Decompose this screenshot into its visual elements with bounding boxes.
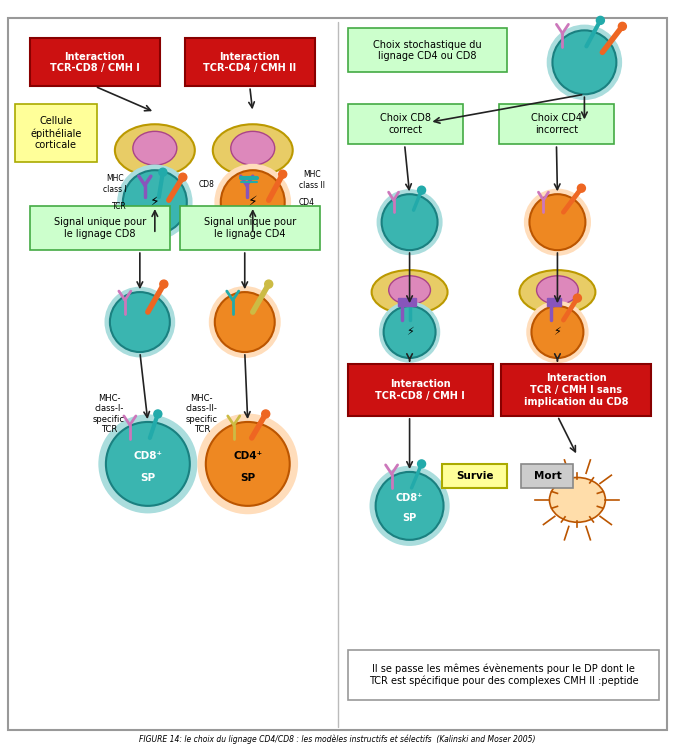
Text: ⚡: ⚡: [150, 196, 160, 209]
Bar: [397, 298, 416, 306]
Text: Mort: Mort: [533, 471, 561, 481]
Circle shape: [179, 173, 187, 181]
Circle shape: [577, 184, 585, 193]
Text: MHC
class II: MHC class II: [299, 171, 324, 190]
Bar: [30, 206, 170, 250]
Bar: [521, 464, 573, 488]
Circle shape: [524, 189, 591, 256]
Text: FIGURE 14: le choix du lignage CD4/CD8 : les modèles instructifs et sélectifs  (: FIGURE 14: le choix du lignage CD4/CD8 :…: [139, 735, 536, 744]
Circle shape: [159, 168, 167, 176]
Text: Il se passe les mêmes évènements pour le DP dont le
TCR est spécifique pour des : Il se passe les mêmes évènements pour le…: [368, 663, 638, 686]
Bar: [180, 206, 320, 250]
Circle shape: [279, 170, 287, 178]
Circle shape: [154, 410, 162, 418]
Circle shape: [529, 194, 585, 250]
Circle shape: [596, 17, 604, 24]
Text: Interaction
TCR / CMH I sans
implication du CD8: Interaction TCR / CMH I sans implication…: [524, 374, 629, 407]
Circle shape: [206, 422, 290, 506]
Circle shape: [215, 292, 274, 352]
Ellipse shape: [133, 132, 177, 165]
Circle shape: [382, 194, 437, 250]
Circle shape: [262, 410, 270, 418]
Text: Interaction
TCR-CD8 / CMH I: Interaction TCR-CD8 / CMH I: [375, 379, 465, 401]
Circle shape: [197, 414, 298, 514]
Circle shape: [531, 306, 583, 358]
Circle shape: [552, 30, 617, 94]
Circle shape: [370, 465, 450, 546]
Text: SP: SP: [402, 513, 416, 523]
Text: TCR: TCR: [112, 202, 127, 211]
Circle shape: [418, 186, 426, 194]
Bar: [500, 105, 614, 144]
Circle shape: [98, 414, 197, 514]
Text: CD4: CD4: [299, 198, 315, 207]
Text: Choix CD4
incorrect: Choix CD4 incorrect: [531, 114, 583, 135]
Circle shape: [379, 302, 440, 362]
Text: CD8⁺: CD8⁺: [396, 493, 423, 503]
Circle shape: [573, 294, 581, 302]
Ellipse shape: [537, 276, 578, 305]
Text: MHC-
class-I-
specific
TCR: MHC- class-I- specific TCR: [93, 394, 125, 434]
Text: ⚡: ⚡: [554, 327, 561, 337]
Bar: [548, 298, 562, 306]
Ellipse shape: [231, 132, 274, 165]
Circle shape: [527, 301, 589, 363]
Circle shape: [265, 280, 272, 288]
Circle shape: [377, 190, 443, 255]
Text: SP: SP: [141, 473, 155, 483]
Circle shape: [123, 170, 187, 234]
Text: Choix stochastique du
lignage CD4 ou CD8: Choix stochastique du lignage CD4 ou CD8: [373, 40, 482, 61]
Ellipse shape: [389, 276, 431, 305]
Text: ⚡: ⚡: [406, 327, 414, 337]
Circle shape: [106, 422, 190, 506]
Bar: [441, 464, 508, 488]
Text: Cellule
épithéliale
corticale: Cellule épithéliale corticale: [30, 117, 82, 150]
Text: Signal unique pour
le lignage CD8: Signal unique pour le lignage CD8: [54, 217, 146, 239]
Bar: [347, 650, 659, 699]
Bar: [347, 364, 493, 416]
Ellipse shape: [519, 270, 596, 314]
Bar: [502, 364, 652, 416]
Bar: [347, 29, 508, 72]
Bar: [347, 105, 462, 144]
Bar: [185, 38, 315, 86]
Text: SP: SP: [240, 473, 256, 483]
Circle shape: [105, 287, 175, 357]
Circle shape: [418, 460, 426, 468]
Text: Survie: Survie: [456, 471, 493, 481]
Circle shape: [376, 472, 443, 540]
Ellipse shape: [372, 270, 448, 314]
Ellipse shape: [550, 478, 606, 522]
Circle shape: [547, 25, 622, 100]
Bar: [30, 38, 160, 86]
Text: CD4⁺: CD4⁺: [233, 451, 262, 461]
Text: MHC
class I: MHC class I: [103, 174, 127, 194]
Circle shape: [383, 306, 435, 358]
Circle shape: [160, 280, 168, 288]
Text: Interaction
TCR-CD8 / CMH I: Interaction TCR-CD8 / CMH I: [50, 52, 140, 73]
Text: CD8: CD8: [199, 180, 215, 189]
Text: Signal unique pour
le lignage CD4: Signal unique pour le lignage CD4: [203, 217, 296, 239]
Text: MHC-
class-II-
specific
TCR: MHC- class-II- specific TCR: [186, 394, 218, 434]
Text: Choix CD8
correct: Choix CD8 correct: [380, 114, 431, 135]
Ellipse shape: [213, 124, 293, 176]
Circle shape: [619, 23, 627, 30]
Text: ⚡: ⚡: [248, 196, 258, 209]
Bar: [15, 105, 97, 162]
Circle shape: [110, 292, 170, 352]
Circle shape: [209, 286, 281, 358]
Circle shape: [117, 165, 193, 240]
Text: CD8⁺: CD8⁺: [133, 451, 162, 461]
Text: Interaction
TCR-CD4 / CMH II: Interaction TCR-CD4 / CMH II: [203, 52, 296, 73]
Ellipse shape: [115, 124, 195, 176]
Circle shape: [221, 170, 285, 234]
Circle shape: [214, 164, 291, 241]
